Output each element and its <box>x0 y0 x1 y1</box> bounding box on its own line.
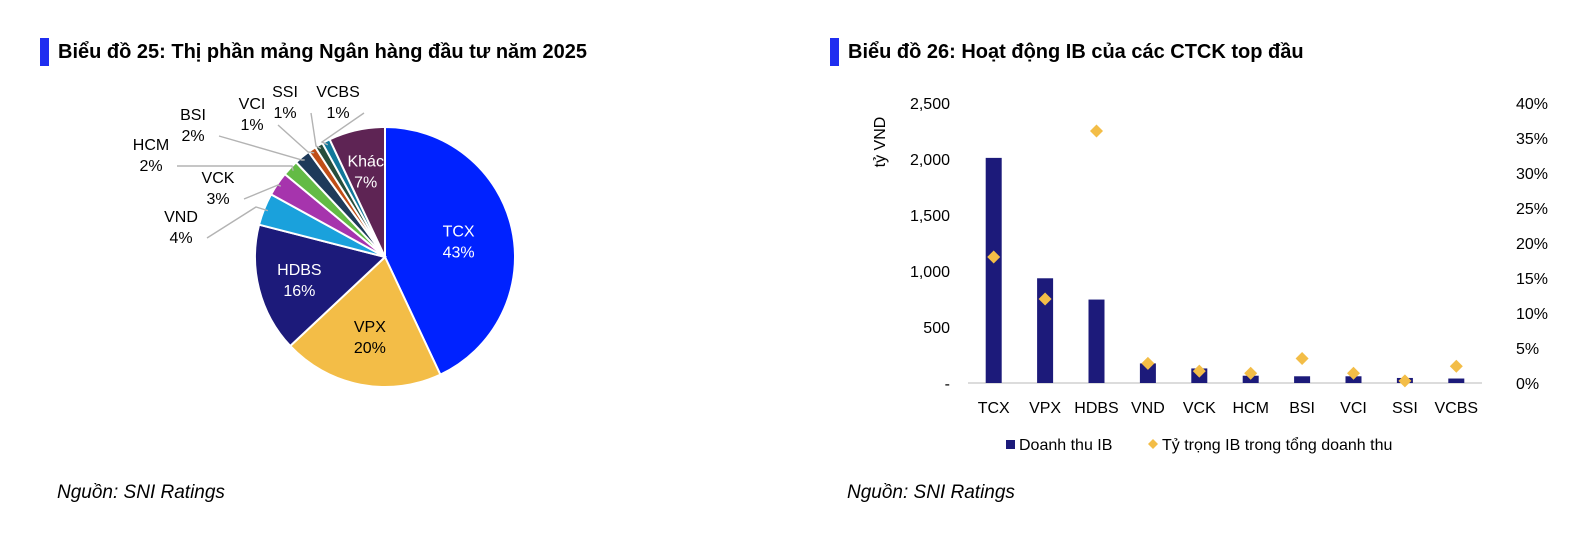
pie-leader-vci <box>277 124 315 154</box>
pie-leader-hcm <box>177 165 294 171</box>
y2-tick-label: 20% <box>1516 236 1548 253</box>
y-tick-label: 1,000 <box>910 264 950 281</box>
bar-title: Biểu đồ 26: Hoạt động IB của các CTCK to… <box>830 38 1304 66</box>
legend-point-swatch <box>1148 439 1158 449</box>
pie-value-vnd: 4% <box>169 230 192 247</box>
bar-source: Nguồn: SNI Ratings <box>847 482 1015 503</box>
pie-label-vck: VCK <box>202 170 235 187</box>
bar-vpx <box>1037 278 1054 383</box>
pie-label-vci: VCI <box>239 96 266 113</box>
pie-label-tcx: TCX <box>443 224 475 241</box>
point-bsi <box>1295 352 1309 365</box>
y2-tick-label: 40% <box>1516 96 1548 113</box>
pie-title-text: Biểu đồ 25: Thị phần mảng Ngân hàng đầu … <box>58 40 587 63</box>
point-tcx <box>987 250 1001 264</box>
point-hcm <box>1244 366 1258 380</box>
y-tick-label: 2,000 <box>910 152 950 169</box>
point-vci <box>1347 366 1360 380</box>
pie-value-bsi: 2% <box>181 128 204 145</box>
pie-leader-vck <box>243 184 282 200</box>
y2-tick-label: 10% <box>1516 306 1548 323</box>
x-tick-label: HCM <box>1232 400 1268 417</box>
pie-chart: TCX 43% VPX 20% HDBS 16% VND 4% VCK 3% HCM 2% BSI 2% V… <box>133 84 516 388</box>
y2-tick-label: 35% <box>1516 131 1548 148</box>
x-tick-label: VCBS <box>1435 400 1479 417</box>
pie-slice-tcx <box>384 125 516 376</box>
bar-title-text: Biểu đồ 26: Hoạt động IB của các CTCK to… <box>848 40 1304 63</box>
pie-label-vcbs: VCBS <box>316 84 360 101</box>
pie-source: Nguồn: SNI Ratings <box>57 482 225 503</box>
left-panel: Biểu đồ 25: Thị phần mảng Ngân hàng đầu … <box>0 0 790 534</box>
pie-label-hcm: HCM <box>133 137 169 154</box>
y2-tick-label: 25% <box>1516 201 1548 218</box>
pie-label-ssi: SSI <box>272 84 298 101</box>
pie-label-bsi: BSI <box>180 107 206 124</box>
pie-value-tcx: 43% <box>443 245 475 262</box>
title-accent-bar <box>830 38 839 66</box>
legend-point-label: Tỷ trọng IB trong tổng doanh thu <box>1162 436 1392 454</box>
x-tick-label: VCI <box>1340 400 1367 417</box>
y-tick-label: 500 <box>923 320 950 337</box>
pie-value-vci: 1% <box>240 117 263 134</box>
x-tick-label: BSI <box>1289 400 1315 417</box>
pie-label-vnd: VND <box>164 209 198 226</box>
x-tick-label: SSI <box>1392 400 1418 417</box>
legend-bar-label: Doanh thu IB <box>1019 437 1112 454</box>
right-panel: Biểu đồ 26: Hoạt động IB của các CTCK to… <box>790 0 1596 534</box>
bar-vcbs <box>1448 378 1465 383</box>
pie-slice-khác <box>328 125 386 258</box>
bar-bsi <box>1294 376 1311 383</box>
pie-value-hdbs: 16% <box>283 283 315 300</box>
pie-value-khác: 7% <box>354 175 377 192</box>
y2-tick-label: 15% <box>1516 271 1548 288</box>
pie-label-hdbs: HDBS <box>277 262 321 279</box>
title-accent-bar <box>40 38 49 66</box>
pie-value-vpx: 20% <box>354 340 386 357</box>
x-tick-label: HDBS <box>1074 400 1118 417</box>
x-tick-label: TCX <box>978 400 1010 417</box>
pie-slice-hdbs <box>254 223 388 348</box>
pie-leader-bsi <box>218 135 305 161</box>
y2-tick-label: 5% <box>1516 341 1539 358</box>
bar-vnd <box>1139 363 1156 383</box>
point-vpx <box>1038 292 1052 306</box>
y-tick-label: - <box>945 376 950 393</box>
x-tick-label: VCK <box>1183 400 1216 417</box>
pie-leader-vnd <box>206 206 269 239</box>
legend-bar-swatch <box>1006 440 1015 449</box>
y-axis-label: tỷ VND <box>872 117 889 168</box>
point-vnd <box>1141 356 1155 370</box>
y-tick-label: 2,500 <box>910 96 950 113</box>
pie-leader-ssi <box>310 112 322 150</box>
point-ssi <box>1398 374 1412 388</box>
pie-value-vck: 3% <box>206 191 229 208</box>
y-tick-label: 1,500 <box>910 208 950 225</box>
pie-value-hcm: 2% <box>139 158 162 175</box>
pie-label-vpx: VPX <box>354 319 386 336</box>
pie-slice-vpx <box>288 255 442 388</box>
point-hdbs <box>1090 124 1103 138</box>
pie-value-ssi: 1% <box>273 105 296 122</box>
combo-chart: - 500 1,000 1,500 2,000 2,500 0% 5% 10% 15% 20% 25%… <box>872 96 1548 454</box>
pie-leader-vcbs <box>320 112 365 146</box>
y2-tick-label: 0% <box>1516 376 1539 393</box>
bar-hdbs <box>1088 299 1105 383</box>
x-tick-label: VPX <box>1029 400 1061 417</box>
x-tick-label: VND <box>1131 400 1165 417</box>
point-vcbs <box>1449 359 1463 373</box>
point-vck <box>1192 364 1206 378</box>
bar-tcx <box>985 157 1002 383</box>
pie-title: Biểu đồ 25: Thị phần mảng Ngân hàng đầu … <box>40 38 587 66</box>
pie-value-vcbs: 1% <box>326 105 349 122</box>
y2-tick-label: 30% <box>1516 166 1548 183</box>
pie-label-khác: Khác <box>347 154 383 171</box>
